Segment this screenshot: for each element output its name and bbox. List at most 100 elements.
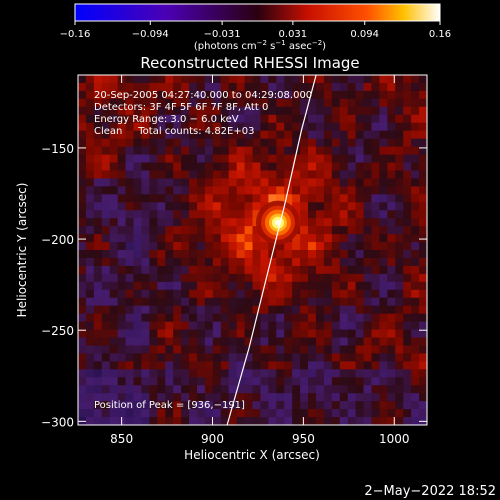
heatmap-cell xyxy=(371,98,381,108)
heatmap-cell xyxy=(292,297,301,307)
heatmap-cell xyxy=(157,345,166,354)
heatmap-cell xyxy=(204,170,214,179)
heatmap-cell xyxy=(395,90,404,100)
heatmap-cell xyxy=(403,409,412,418)
heatmap-cell xyxy=(117,393,127,402)
heatmap-cell xyxy=(220,138,230,148)
heatmap-cell xyxy=(181,162,190,172)
heatmap-cell xyxy=(141,226,150,235)
heatmap-cell xyxy=(315,385,325,394)
heatmap-cell xyxy=(85,409,95,418)
heatmap-cell xyxy=(109,210,119,219)
heatmap-cell xyxy=(300,377,309,386)
heatmap-cell xyxy=(220,257,230,267)
heatmap-cell xyxy=(355,353,365,362)
heatmap-cell xyxy=(93,305,103,315)
heatmap-cell xyxy=(236,130,246,140)
heatmap-cell xyxy=(379,75,388,84)
heatmap-cell xyxy=(252,154,262,164)
heatmap-cell xyxy=(244,409,254,418)
heatmap-cell xyxy=(292,162,301,172)
heatmap-cell xyxy=(133,329,143,339)
heatmap-cell xyxy=(260,154,269,164)
heatmap-cell xyxy=(204,82,214,92)
heatmap-cell xyxy=(419,82,427,92)
heatmap-cell xyxy=(85,178,95,187)
heatmap-cell xyxy=(93,353,103,362)
heatmap-cell xyxy=(379,138,388,148)
heatmap-cell xyxy=(117,242,127,251)
heatmap-cell xyxy=(379,154,388,164)
heatmap-cell xyxy=(125,417,135,425)
heatmap-cell xyxy=(268,130,277,140)
heatmap-cell xyxy=(308,170,317,179)
heatmap-cell xyxy=(141,393,150,402)
heatmap-cell xyxy=(133,369,143,378)
heatmap-cell xyxy=(387,218,396,227)
heatmap-cell xyxy=(379,146,388,156)
heatmap-cell xyxy=(212,170,222,179)
heatmap-cell xyxy=(315,162,325,172)
heatmap-cell xyxy=(125,210,135,219)
heatmap-cell xyxy=(403,353,412,362)
heatmap-cell xyxy=(347,281,357,291)
heatmap-cell xyxy=(173,122,182,132)
heatmap-cell xyxy=(260,321,269,331)
heatmap-cell xyxy=(173,313,182,323)
heatmap-cell xyxy=(78,353,87,362)
heatmap-cell xyxy=(363,377,373,386)
heatmap-cell xyxy=(252,194,262,203)
heatmap-cell xyxy=(101,297,111,307)
heatmap-cell xyxy=(371,122,381,132)
heatmap-cell xyxy=(220,114,230,124)
heatmap-cell xyxy=(85,234,95,243)
heatmap-cell xyxy=(363,170,373,179)
heatmap-cell xyxy=(260,417,269,425)
heatmap-cell xyxy=(411,265,420,275)
heatmap-cell xyxy=(284,289,293,299)
heatmap-cell xyxy=(165,106,174,116)
heatmap-cell xyxy=(101,289,111,299)
heatmap-cell xyxy=(204,186,214,195)
heatmap-cell xyxy=(339,313,349,323)
heatmap-cell xyxy=(181,154,190,164)
heatmap-cell xyxy=(395,186,404,195)
heatmap-cell xyxy=(387,162,396,172)
heatmap-cell xyxy=(347,98,357,108)
heatmap-cell xyxy=(189,385,198,394)
heatmap-cell xyxy=(204,218,214,227)
heatmap-cell xyxy=(395,250,404,259)
heatmap-cell xyxy=(165,409,174,418)
heatmap-cell xyxy=(339,90,349,100)
heatmap-cell xyxy=(300,409,309,418)
heatmap-cell xyxy=(395,265,404,275)
heatmap-cell xyxy=(363,234,373,243)
heatmap-cell xyxy=(355,90,365,100)
heatmap-cell xyxy=(355,122,365,132)
heatmap-cell xyxy=(411,337,420,347)
heatmap-cell xyxy=(300,90,309,100)
heatmap-cell xyxy=(284,281,293,291)
heatmap-cell xyxy=(300,297,309,307)
heatmap-cell xyxy=(363,82,373,92)
heatmap-cell xyxy=(315,154,325,164)
heatmap-cell xyxy=(355,321,365,331)
heatmap-cell xyxy=(181,313,190,323)
heatmap-cell xyxy=(125,154,135,164)
heatmap-cell xyxy=(284,377,293,386)
heatmap-cell xyxy=(347,265,357,275)
heatmap-cell xyxy=(260,297,269,307)
heatmap-cell xyxy=(403,242,412,251)
heatmap-cell xyxy=(173,377,182,386)
heatmap-cell xyxy=(196,130,206,140)
heatmap-cell xyxy=(355,273,365,283)
heatmap-cell xyxy=(85,273,95,283)
heatmap-cell xyxy=(212,409,222,418)
heatmap-cell xyxy=(276,265,285,275)
heatmap-cell xyxy=(236,417,246,425)
heatmap-cell xyxy=(284,409,293,418)
heatmap-cell xyxy=(308,393,317,402)
heatmap-cell xyxy=(268,289,277,299)
heatmap-cell xyxy=(323,154,333,164)
heatmap-cell xyxy=(355,218,365,227)
